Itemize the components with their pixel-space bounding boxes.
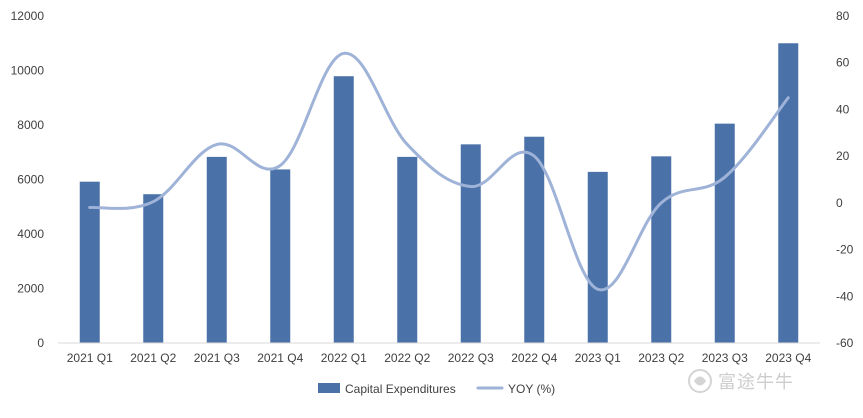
bar-capital-expenditures (587, 171, 608, 343)
bar-capital-expenditures (524, 136, 545, 343)
x-axis-ticks: 2021 Q1 2021 Q2 2021 Q3 2021 Q4 2022 Q1 2022 … (67, 351, 812, 365)
left-tick-label: 10000 (11, 64, 45, 78)
left-tick-label: 2000 (17, 282, 44, 296)
right-tick-label: -60 (836, 336, 854, 350)
x-tick-label: 2023 Q3 (702, 351, 748, 365)
watermark-logo-icon (688, 369, 712, 393)
bar-capital-expenditures (79, 181, 100, 343)
right-tick-label: 60 (836, 56, 850, 70)
watermark-text: 富途牛牛 (718, 372, 794, 392)
x-tick-label: 2023 Q2 (638, 351, 684, 365)
x-tick-label: 2021 Q3 (194, 351, 240, 365)
x-tick-label: 2022 Q4 (511, 351, 557, 365)
right-tick-label: 0 (836, 196, 843, 210)
x-tick-label: 2021 Q2 (130, 351, 176, 365)
yoy-line (88, 51, 790, 292)
left-tick-label: 8000 (17, 118, 44, 132)
right-tick-label: 20 (836, 149, 850, 163)
x-tick-label: 2021 Q4 (257, 351, 303, 365)
right-axis-ticks: -60 -40 -20 0 20 40 60 80 (836, 9, 854, 350)
right-tick-label: -20 (836, 243, 854, 257)
bar-series (79, 43, 799, 343)
watermark-logo-mark (694, 376, 706, 386)
legend-label-yoy: YOY (%) (508, 382, 555, 396)
bar-capital-expenditures (206, 156, 227, 343)
left-tick-label: 0 (37, 336, 44, 350)
bar-capital-expenditures (270, 169, 291, 343)
legend-label-capex: Capital Expenditures (345, 382, 456, 396)
watermark: 富途牛牛 (688, 369, 794, 393)
left-tick-label: 6000 (17, 173, 44, 187)
bar-capital-expenditures (651, 156, 672, 343)
bar-capital-expenditures (333, 76, 354, 343)
right-tick-label: 40 (836, 102, 850, 116)
yoy-line-series (88, 51, 790, 292)
x-tick-label: 2023 Q4 (765, 351, 811, 365)
legend: Capital Expenditures YOY (%) (318, 382, 555, 396)
bar-capital-expenditures (778, 43, 799, 343)
x-tick-label: 2021 Q1 (67, 351, 113, 365)
legend-swatch-capex (318, 383, 340, 393)
right-tick-label: 80 (836, 9, 850, 23)
left-tick-label: 4000 (17, 227, 44, 241)
x-tick-label: 2023 Q1 (575, 351, 621, 365)
left-tick-label: 12000 (11, 9, 45, 23)
x-tick-label: 2022 Q2 (384, 351, 430, 365)
x-tick-label: 2022 Q1 (321, 351, 367, 365)
bar-capital-expenditures (143, 194, 164, 343)
x-tick-label: 2022 Q3 (448, 351, 494, 365)
bar-capital-expenditures (397, 156, 418, 343)
bar-capital-expenditures (460, 144, 481, 343)
bar-capital-expenditures (714, 123, 735, 343)
left-axis-ticks: 0 2000 4000 6000 8000 10000 12000 (11, 9, 45, 350)
right-tick-label: -40 (836, 289, 854, 303)
